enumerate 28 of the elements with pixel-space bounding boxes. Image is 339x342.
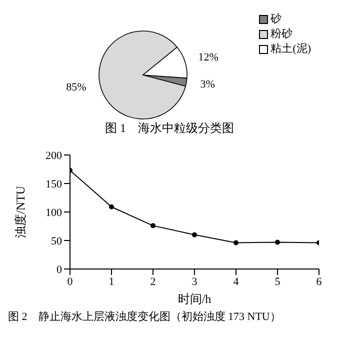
pie-slice (98, 30, 186, 120)
x-tick-label: 6 (316, 276, 322, 288)
y-tick-label: 200 (46, 150, 62, 162)
point (275, 240, 280, 245)
point (234, 240, 238, 246)
x-tick-label: 5 (274, 276, 281, 288)
point (109, 204, 114, 210)
data-label: 12% (198, 51, 218, 64)
point (192, 232, 197, 238)
y-tick-label: 50 (51, 235, 62, 248)
y-axis-title: 浊度/NTU (13, 186, 28, 238)
point (150, 223, 156, 228)
x-tick-label: 3 (192, 276, 198, 288)
y-tick-label: 150 (46, 178, 62, 190)
legend-label: 粉砂 (270, 27, 293, 42)
data-label: 85% (66, 81, 86, 94)
y-tick-label: 0 (56, 264, 62, 276)
x-tick-label: 0 (67, 276, 74, 288)
x-tick-label: 1 (108, 276, 114, 288)
x-tick-label: 4 (233, 276, 240, 288)
x-tick-label: 2 (150, 276, 156, 288)
legend-label: 粘土(泥) (270, 42, 311, 57)
data-label: 3% (200, 78, 215, 90)
x-axis-title: 时间/h (178, 292, 212, 306)
y-tick-label: 100 (46, 206, 62, 219)
legend-label: 砂 (270, 12, 282, 27)
text: 图 2 静止海水上层液浊度变化图（初始浊度 173 NTU） (8, 310, 282, 324)
text: 图 1 海水中粒级分类图 (104, 120, 235, 137)
